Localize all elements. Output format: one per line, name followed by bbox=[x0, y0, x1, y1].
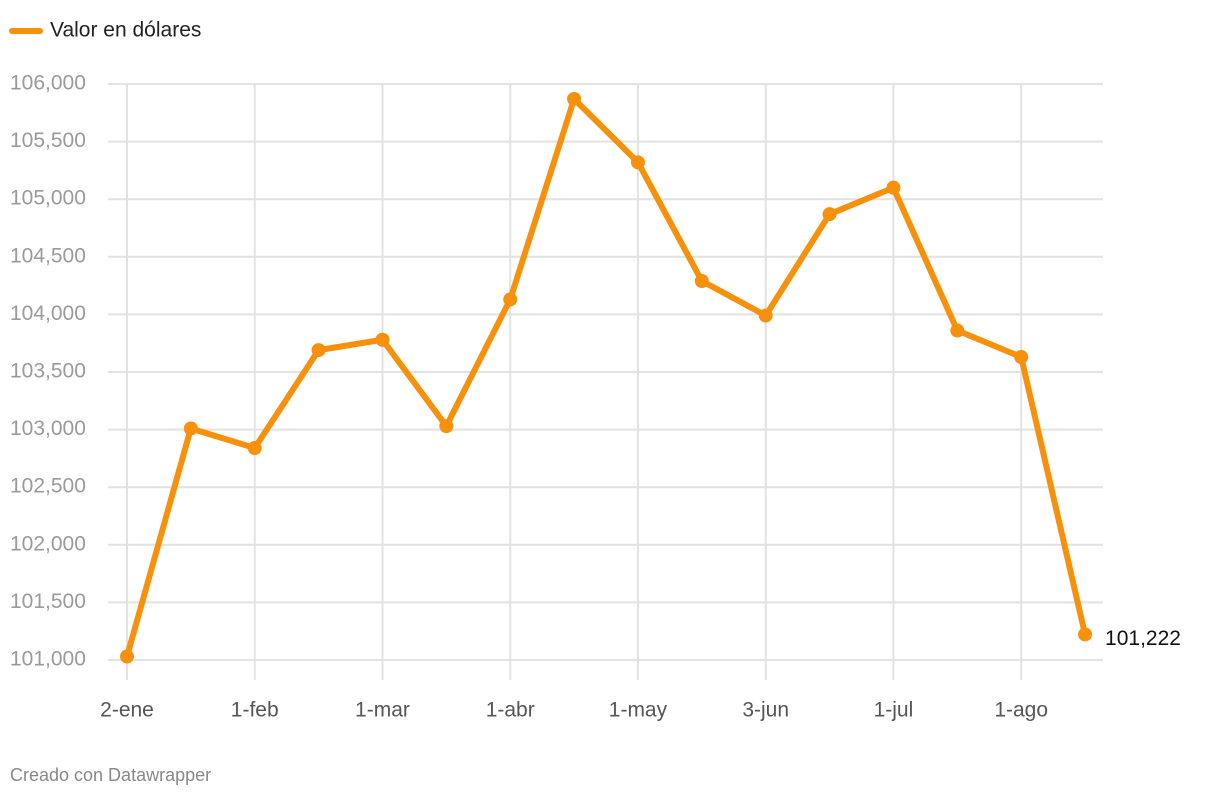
y-tick-label: 103,500 bbox=[10, 360, 86, 383]
y-tick-label: 101,000 bbox=[10, 648, 86, 671]
y-tick-label: 102,000 bbox=[10, 532, 86, 555]
point bbox=[375, 332, 390, 347]
footer: Creado con Datawrapper bbox=[10, 765, 211, 785]
point bbox=[1014, 350, 1029, 365]
point bbox=[886, 180, 901, 195]
y-tick-label: 104,000 bbox=[10, 302, 86, 325]
point bbox=[758, 308, 773, 323]
point bbox=[311, 343, 326, 358]
point bbox=[120, 649, 134, 664]
x-tick-label: 1-jul bbox=[874, 699, 914, 722]
x-tick-label: 2-ene bbox=[100, 699, 154, 722]
point bbox=[503, 292, 518, 307]
x-tick-label: 1-feb bbox=[231, 699, 279, 722]
x-tick-label: 3-jun bbox=[742, 699, 789, 722]
point bbox=[694, 273, 709, 288]
y-tick-label: 105,000 bbox=[10, 187, 86, 210]
y-tick-label: 105,500 bbox=[10, 129, 86, 152]
x-tick-label: 1-mar bbox=[355, 699, 410, 722]
point bbox=[822, 207, 837, 222]
point bbox=[630, 155, 645, 170]
x-tick-label: 1-ago bbox=[994, 699, 1048, 722]
x-tick-label: 1-may bbox=[609, 699, 668, 722]
y-tick-label: 104,500 bbox=[10, 244, 86, 267]
point bbox=[950, 323, 965, 338]
y-tick-label: 106,000 bbox=[10, 72, 86, 95]
point bbox=[439, 419, 454, 434]
y-tick-label: 102,500 bbox=[10, 475, 86, 498]
value-label: 101,222 bbox=[1105, 627, 1181, 650]
point bbox=[567, 91, 582, 106]
legend-label: Valor en dólares bbox=[50, 19, 201, 42]
x-tick-label: 1-abr bbox=[486, 699, 535, 722]
point bbox=[183, 421, 198, 436]
point bbox=[1078, 627, 1093, 642]
point bbox=[247, 441, 262, 456]
y-tick-label: 103,000 bbox=[10, 417, 86, 440]
line bbox=[124, 95, 1088, 658]
y-tick-label: 101,500 bbox=[10, 590, 86, 613]
